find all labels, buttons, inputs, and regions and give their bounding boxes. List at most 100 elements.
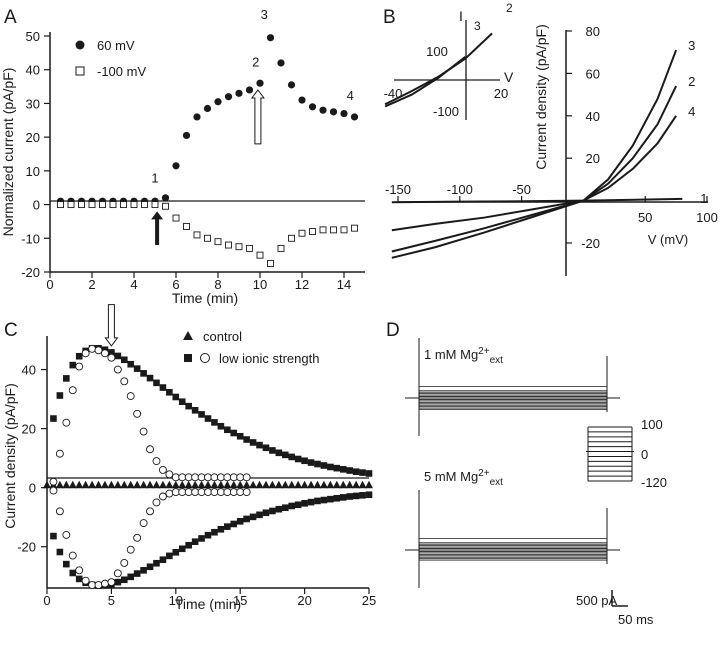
a-point-neg100mv bbox=[57, 201, 64, 209]
c-point-low-circle bbox=[210, 488, 219, 497]
a-point-60mv bbox=[214, 98, 222, 106]
c-point-low-circle bbox=[146, 445, 154, 454]
b-inset-curve-3 bbox=[384, 56, 466, 108]
a-point-60mv bbox=[203, 104, 212, 113]
a-point-label-3: 3 bbox=[261, 7, 268, 22]
c-point-control bbox=[191, 480, 200, 489]
a-point-neg100mv bbox=[256, 251, 264, 259]
panel-label-d: D bbox=[386, 320, 400, 341]
c-point-low-circle bbox=[184, 488, 193, 497]
c-point-low-circle bbox=[49, 477, 58, 486]
c-point-low-square bbox=[256, 441, 263, 449]
c-point-low-circle bbox=[55, 449, 64, 458]
c-point-low-circle bbox=[242, 488, 251, 497]
c-point-control bbox=[261, 480, 270, 489]
b-y-tick-label: -20 bbox=[581, 236, 600, 251]
c-point-low-square bbox=[327, 463, 334, 471]
c-point-control bbox=[307, 480, 316, 489]
a-point-neg100mv bbox=[309, 228, 316, 235]
a-point-60mv bbox=[340, 109, 348, 118]
c-point-low-square bbox=[320, 462, 328, 469]
a-point-60mv bbox=[182, 131, 191, 140]
c-point-low-square bbox=[159, 556, 167, 563]
b-iv-curve-1 bbox=[391, 197, 683, 204]
a-x-tick-label: 10 bbox=[253, 277, 267, 292]
a-x-label: Time (min) bbox=[172, 290, 238, 306]
c-point-low-square bbox=[178, 545, 186, 553]
c-point-low-circle bbox=[216, 473, 225, 482]
b-x-tick-label: 50 bbox=[638, 210, 652, 225]
a-point-neg100mv bbox=[235, 243, 243, 251]
c-point-low-circle bbox=[152, 457, 161, 466]
panel-label-a: A bbox=[4, 7, 17, 28]
c-point-low-square bbox=[140, 370, 147, 377]
panel-d-traces: 1 mM Mg2+ext 5 mM Mg2+ext 100 0 -120 500… bbox=[405, 338, 667, 627]
c-point-low-circle bbox=[158, 465, 167, 474]
a-point-neg100mv bbox=[340, 226, 348, 234]
b-inset-ytick-100: 100 bbox=[426, 44, 448, 59]
c-point-low-square bbox=[307, 459, 315, 466]
c-point-low-circle bbox=[55, 507, 64, 516]
c-point-low-square bbox=[314, 497, 321, 505]
a-point-60mv bbox=[287, 81, 296, 89]
a-x-tick-label: 4 bbox=[130, 277, 137, 292]
c-point-low-circle bbox=[75, 362, 84, 371]
c-point-low-square bbox=[339, 466, 347, 473]
c-y-tick-label: -20 bbox=[17, 540, 36, 555]
c-point-low-circle bbox=[139, 519, 148, 528]
a-point-neg100mv bbox=[319, 226, 327, 234]
a-point-neg100mv bbox=[330, 226, 337, 234]
a-point-neg100mv bbox=[204, 234, 211, 242]
c-point-low-square bbox=[333, 464, 341, 472]
c-point-low-square bbox=[108, 349, 115, 356]
c-point-low-square bbox=[166, 388, 173, 396]
a-y-tick-label: 20 bbox=[26, 130, 40, 145]
c-point-low-square bbox=[198, 535, 205, 542]
a-point-label-1: 1 bbox=[151, 171, 158, 186]
a-arrow-filled bbox=[151, 211, 164, 246]
c-point-low-circle bbox=[146, 507, 154, 516]
a-point-neg100mv bbox=[109, 201, 117, 209]
c-point-low-square bbox=[120, 576, 128, 584]
c-point-control bbox=[300, 480, 309, 489]
c-point-low-square bbox=[307, 498, 315, 506]
c-point-control bbox=[319, 480, 328, 489]
c-x-tick-label: 0 bbox=[43, 593, 50, 608]
c-point-low-circle bbox=[229, 473, 238, 482]
a-y-tick-label: -20 bbox=[21, 265, 40, 280]
c-y-label: Current density (pA/pF) bbox=[2, 383, 18, 529]
c-legend-marker-control bbox=[183, 331, 193, 340]
c-point-control bbox=[178, 480, 187, 489]
c-legend-label-control: control bbox=[203, 329, 242, 344]
c-point-low-square bbox=[327, 495, 334, 503]
a-arrow-open bbox=[250, 89, 265, 145]
a-point-60mv bbox=[266, 34, 275, 42]
c-point-low-square bbox=[63, 375, 70, 382]
c-point-control bbox=[171, 480, 180, 489]
c-point-low-square bbox=[56, 548, 64, 556]
a-point-neg100mv bbox=[130, 201, 138, 209]
c-point-low-square bbox=[256, 511, 263, 519]
c-point-low-circle bbox=[171, 473, 180, 482]
a-point-label-2: 2 bbox=[252, 54, 259, 69]
c-point-low-circle bbox=[101, 349, 109, 358]
c-y-tick-label: 0 bbox=[29, 481, 36, 496]
c-point-low-square bbox=[56, 392, 64, 399]
c-point-low-square bbox=[243, 436, 250, 443]
a-x-tick-label: 12 bbox=[295, 277, 309, 292]
a-point-neg100mv bbox=[288, 234, 295, 242]
b-y-label: Current density (pA/pF) bbox=[533, 24, 549, 170]
c-point-control bbox=[229, 480, 238, 489]
c-point-control bbox=[152, 480, 161, 489]
c-point-control bbox=[120, 480, 129, 489]
a-point-60mv bbox=[350, 113, 359, 121]
c-point-low-circle bbox=[204, 488, 212, 497]
c-point-low-square bbox=[301, 499, 308, 507]
c-point-low-square bbox=[191, 538, 199, 545]
b-inset-ytick-neg100: -100 bbox=[433, 104, 459, 119]
c-point-control bbox=[158, 480, 167, 489]
c-y-tick-label: 40 bbox=[22, 363, 36, 378]
c-point-control bbox=[281, 480, 290, 489]
c-point-low-square bbox=[146, 374, 154, 382]
